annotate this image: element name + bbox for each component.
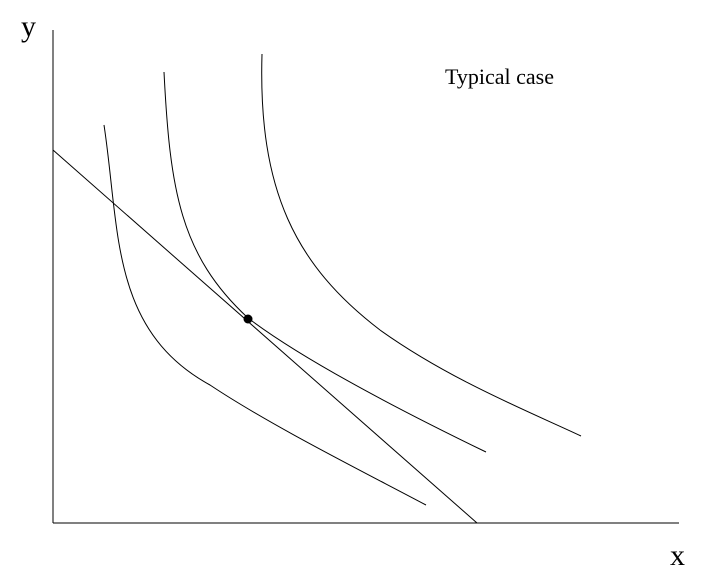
y-axis-label: y (21, 10, 36, 43)
budget-line (52, 149, 478, 524)
x-axis-label: x (670, 539, 685, 572)
diagram-caption: Typical case (445, 64, 554, 89)
indifference-curve-tangent (163, 71, 487, 453)
indifference-curve-high (261, 53, 582, 437)
tangency-point (243, 314, 253, 324)
indifference-curve-low (103, 124, 427, 506)
